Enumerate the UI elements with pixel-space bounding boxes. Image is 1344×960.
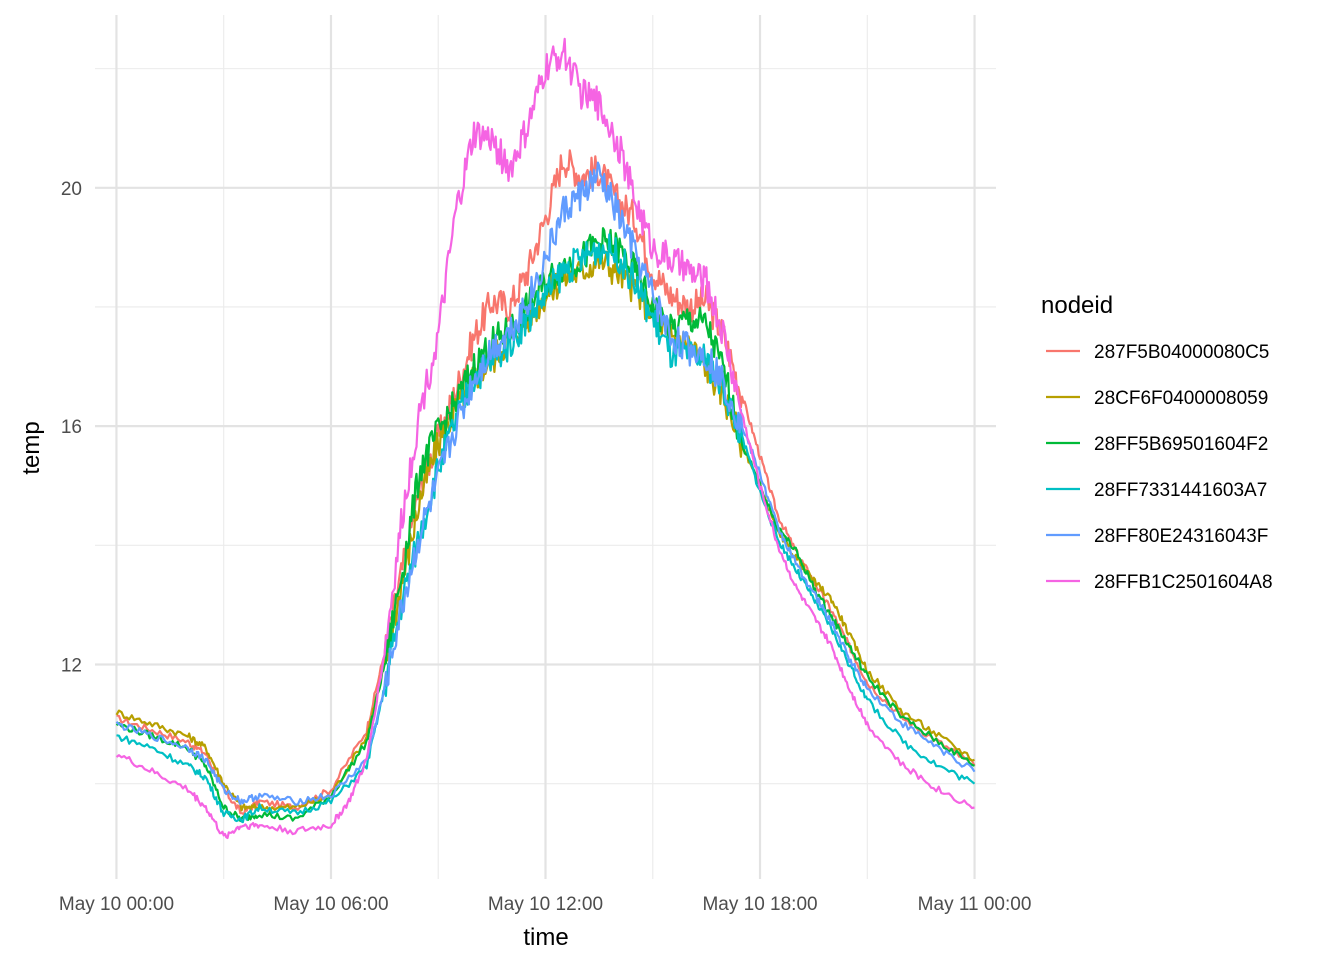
x-tick-label: May 10 12:00 [488,894,603,915]
y-tick-label: 20 [61,179,82,200]
series-line-28FF7331441603A7 [116,233,976,824]
legend-label: 287F5B04000080C5 [1094,342,1269,363]
series-lines [115,37,976,840]
y-axis-title: temp [18,421,45,474]
major-grid [95,15,996,879]
y-tick-label: 16 [61,417,82,438]
x-tick-labels: May 10 00:00 May 10 06:00 May 10 12:00 May … [59,894,1032,915]
legend-label: 28CF6F0400008059 [1094,388,1268,409]
legend-items: 287F5B04000080C5 28CF6F0400008059 28FF5B69… [1046,342,1273,593]
legend-title: nodeid [1041,292,1113,319]
series-line-28FFB1C2501604A8 [115,37,975,840]
legend-label: 28FFB1C2501604A8 [1094,572,1273,593]
x-axis-title: time [523,924,568,951]
y-tick-label: 12 [61,655,82,676]
y-tick-labels: 12 16 20 [61,179,82,677]
series-line-28FF80E24316043F [115,161,976,806]
x-tick-label: May 10 00:00 [59,894,174,915]
legend-label: 28FF5B69501604F2 [1094,434,1268,455]
legend: nodeid 287F5B04000080C528CF6F04000080592… [1041,292,1273,593]
x-tick-label: May 10 06:00 [273,894,388,915]
series-line-28CF6F0400008059 [115,247,975,813]
x-tick-label: May 11 00:00 [918,894,1032,915]
legend-label: 28FF80E24316043F [1094,526,1268,547]
legend-label: 28FF7331441603A7 [1094,480,1267,501]
x-tick-label: May 10 18:00 [702,894,817,915]
